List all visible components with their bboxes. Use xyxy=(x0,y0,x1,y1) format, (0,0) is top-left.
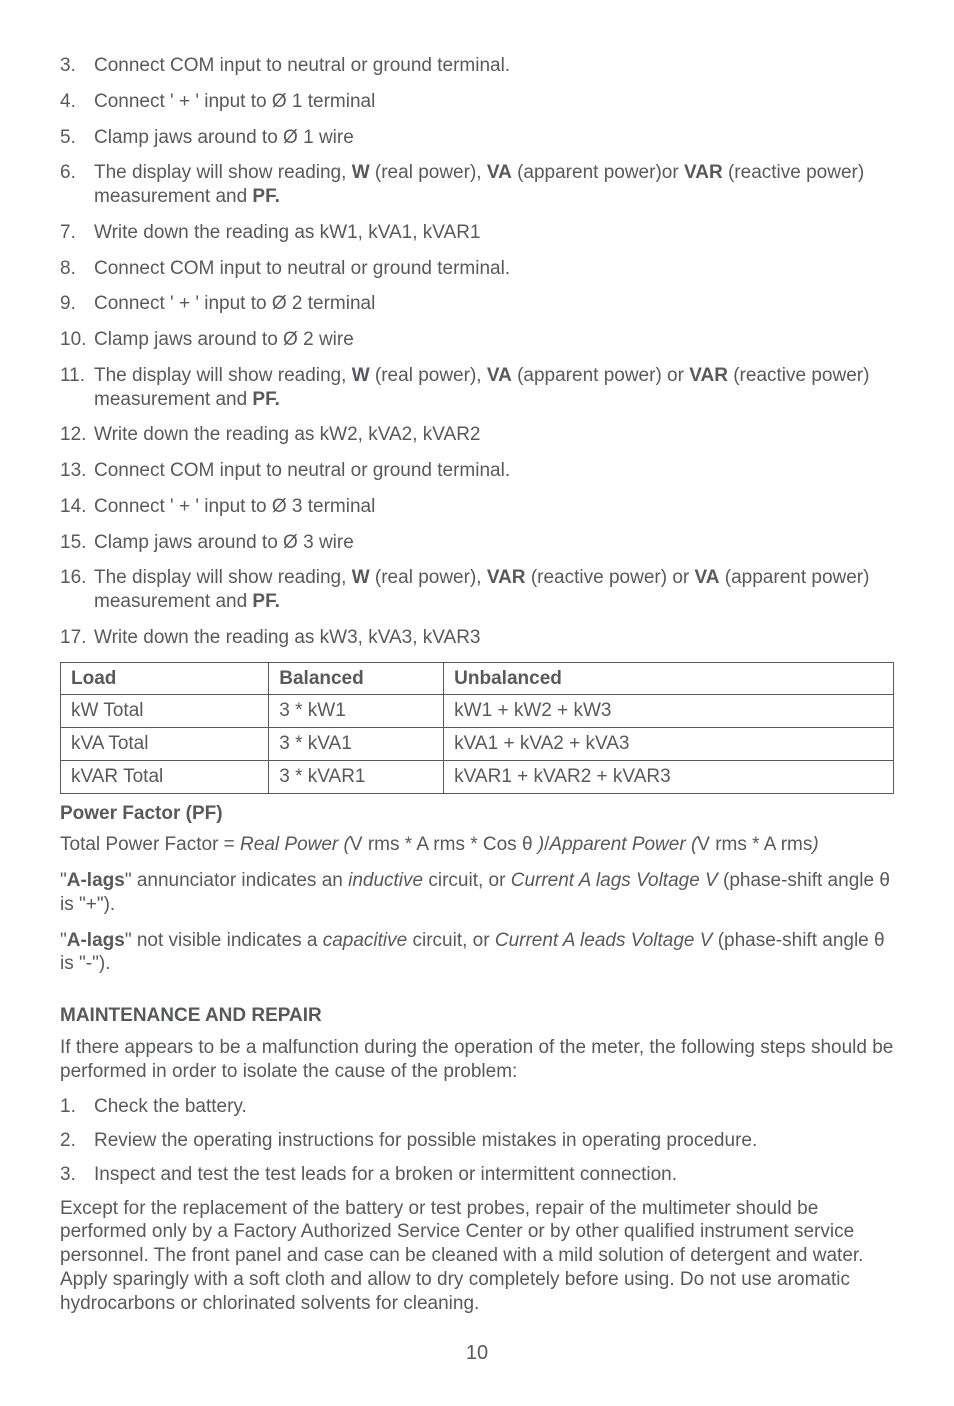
step-text: Connect ' + ' input to Ø 2 terminal xyxy=(94,293,375,314)
table-cell: 3 * kW1 xyxy=(269,695,444,728)
step-7: 7. Write down the reading as kW1, kVA1, k… xyxy=(60,221,894,245)
step-num: 8. xyxy=(60,257,86,281)
step-num: 12. xyxy=(60,423,86,447)
step-text: Connect ' + ' input to Ø 3 terminal xyxy=(94,496,375,517)
table-cell: kW Total xyxy=(61,695,269,728)
maintenance-tail: Except for the replacement of the batter… xyxy=(60,1197,894,1316)
step-num: 11. xyxy=(60,364,86,388)
step-text: The display will show reading, W (real p… xyxy=(94,365,869,410)
table-cell: kVA Total xyxy=(61,728,269,761)
table-row: kVA Total 3 * kVA1 kVA1 + kVA2 + kVA3 xyxy=(61,728,894,761)
step-14: 14. Connect ' + ' input to Ø 3 terminal xyxy=(60,495,894,519)
step-text: Write down the reading as kW1, kVA1, kVA… xyxy=(94,222,481,243)
step-3: 3. Connect COM input to neutral or ground… xyxy=(60,54,894,78)
table-header: Load xyxy=(61,662,269,695)
table-cell: 3 * kVAR1 xyxy=(269,760,444,793)
step-text: Review the operating instructions for po… xyxy=(94,1130,757,1151)
step-num: 16. xyxy=(60,566,86,590)
table-row: kW Total 3 * kW1 kW1 + kW2 + kW3 xyxy=(61,695,894,728)
step-text: Write down the reading as kW2, kVA2, kVA… xyxy=(94,424,481,445)
step-num: 4. xyxy=(60,90,86,114)
step-15: 15. Clamp jaws around to Ø 3 wire xyxy=(60,531,894,555)
a-lags-inductive: "A-lags" annunciator indicates an induct… xyxy=(60,869,894,917)
step-10: 10. Clamp jaws around to Ø 2 wire xyxy=(60,328,894,352)
step-text: Connect ' + ' input to Ø 1 terminal xyxy=(94,91,375,112)
table-header: Balanced xyxy=(269,662,444,695)
step-num: 6. xyxy=(60,161,86,185)
trouble-step-1: 1. Check the battery. xyxy=(60,1095,894,1119)
step-num: 14. xyxy=(60,495,86,519)
step-num: 2. xyxy=(60,1129,76,1153)
step-16: 16. The display will show reading, W (rea… xyxy=(60,566,894,614)
procedure-list: 3. Connect COM input to neutral or ground… xyxy=(60,54,894,650)
table-cell: kVAR1 + kVAR2 + kVAR3 xyxy=(444,760,894,793)
table-cell: kVA1 + kVA2 + kVA3 xyxy=(444,728,894,761)
step-text: Clamp jaws around to Ø 3 wire xyxy=(94,532,354,553)
maintenance-heading: MAINTENANCE AND REPAIR xyxy=(60,1004,894,1028)
step-17: 17. Write down the reading as kW3, kVA3, … xyxy=(60,626,894,650)
step-text: Clamp jaws around to Ø 1 wire xyxy=(94,127,354,148)
step-num: 10. xyxy=(60,328,86,352)
step-11: 11. The display will show reading, W (rea… xyxy=(60,364,894,412)
page-number: 10 xyxy=(60,1341,894,1366)
table-cell: kVAR Total xyxy=(61,760,269,793)
step-num: 7. xyxy=(60,221,86,245)
trouble-step-3: 3. Inspect and test the test leads for a … xyxy=(60,1163,894,1187)
step-5: 5. Clamp jaws around to Ø 1 wire xyxy=(60,126,894,150)
table-cell: 3 * kVA1 xyxy=(269,728,444,761)
step-text: Check the battery. xyxy=(94,1096,247,1117)
troubleshoot-list: 1. Check the battery. 2. Review the operat… xyxy=(60,1095,894,1186)
step-num: 9. xyxy=(60,292,86,316)
step-text: Inspect and test the test leads for a br… xyxy=(94,1164,677,1185)
step-text: Connect COM input to neutral or ground t… xyxy=(94,55,510,76)
step-text: The display will show reading, W (real p… xyxy=(94,162,864,207)
pf-formula: Total Power Factor = Real Power (V rms *… xyxy=(60,833,894,857)
load-table: Load Balanced Unbalanced kW Total 3 * kW… xyxy=(60,662,894,794)
step-text: Clamp jaws around to Ø 2 wire xyxy=(94,329,354,350)
table-header: Unbalanced xyxy=(444,662,894,695)
a-lags-capacitive: "A-lags" not visible indicates a capacit… xyxy=(60,929,894,977)
step-num: 15. xyxy=(60,531,86,555)
step-6: 6. The display will show reading, W (real… xyxy=(60,161,894,209)
step-text: Connect COM input to neutral or ground t… xyxy=(94,460,510,481)
trouble-step-2: 2. Review the operating instructions for … xyxy=(60,1129,894,1153)
pf-heading: Power Factor (PF) xyxy=(60,802,894,826)
step-num: 1. xyxy=(60,1095,76,1119)
step-num: 17. xyxy=(60,626,86,650)
step-num: 5. xyxy=(60,126,86,150)
step-text: Connect COM input to neutral or ground t… xyxy=(94,258,510,279)
table-cell: kW1 + kW2 + kW3 xyxy=(444,695,894,728)
table-header-row: Load Balanced Unbalanced xyxy=(61,662,894,695)
step-9: 9. Connect ' + ' input to Ø 2 terminal xyxy=(60,292,894,316)
step-num: 3. xyxy=(60,1163,76,1187)
step-12: 12. Write down the reading as kW2, kVA2, … xyxy=(60,423,894,447)
step-8: 8. Connect COM input to neutral or ground… xyxy=(60,257,894,281)
step-text: The display will show reading, W (real p… xyxy=(94,567,869,612)
step-13: 13. Connect COM input to neutral or groun… xyxy=(60,459,894,483)
step-4: 4. Connect ' + ' input to Ø 1 terminal xyxy=(60,90,894,114)
table-row: kVAR Total 3 * kVAR1 kVAR1 + kVAR2 + kVA… xyxy=(61,760,894,793)
step-num: 3. xyxy=(60,54,86,78)
step-text: Write down the reading as kW3, kVA3, kVA… xyxy=(94,627,481,648)
step-num: 13. xyxy=(60,459,86,483)
maintenance-intro: If there appears to be a malfunction dur… xyxy=(60,1036,894,1084)
